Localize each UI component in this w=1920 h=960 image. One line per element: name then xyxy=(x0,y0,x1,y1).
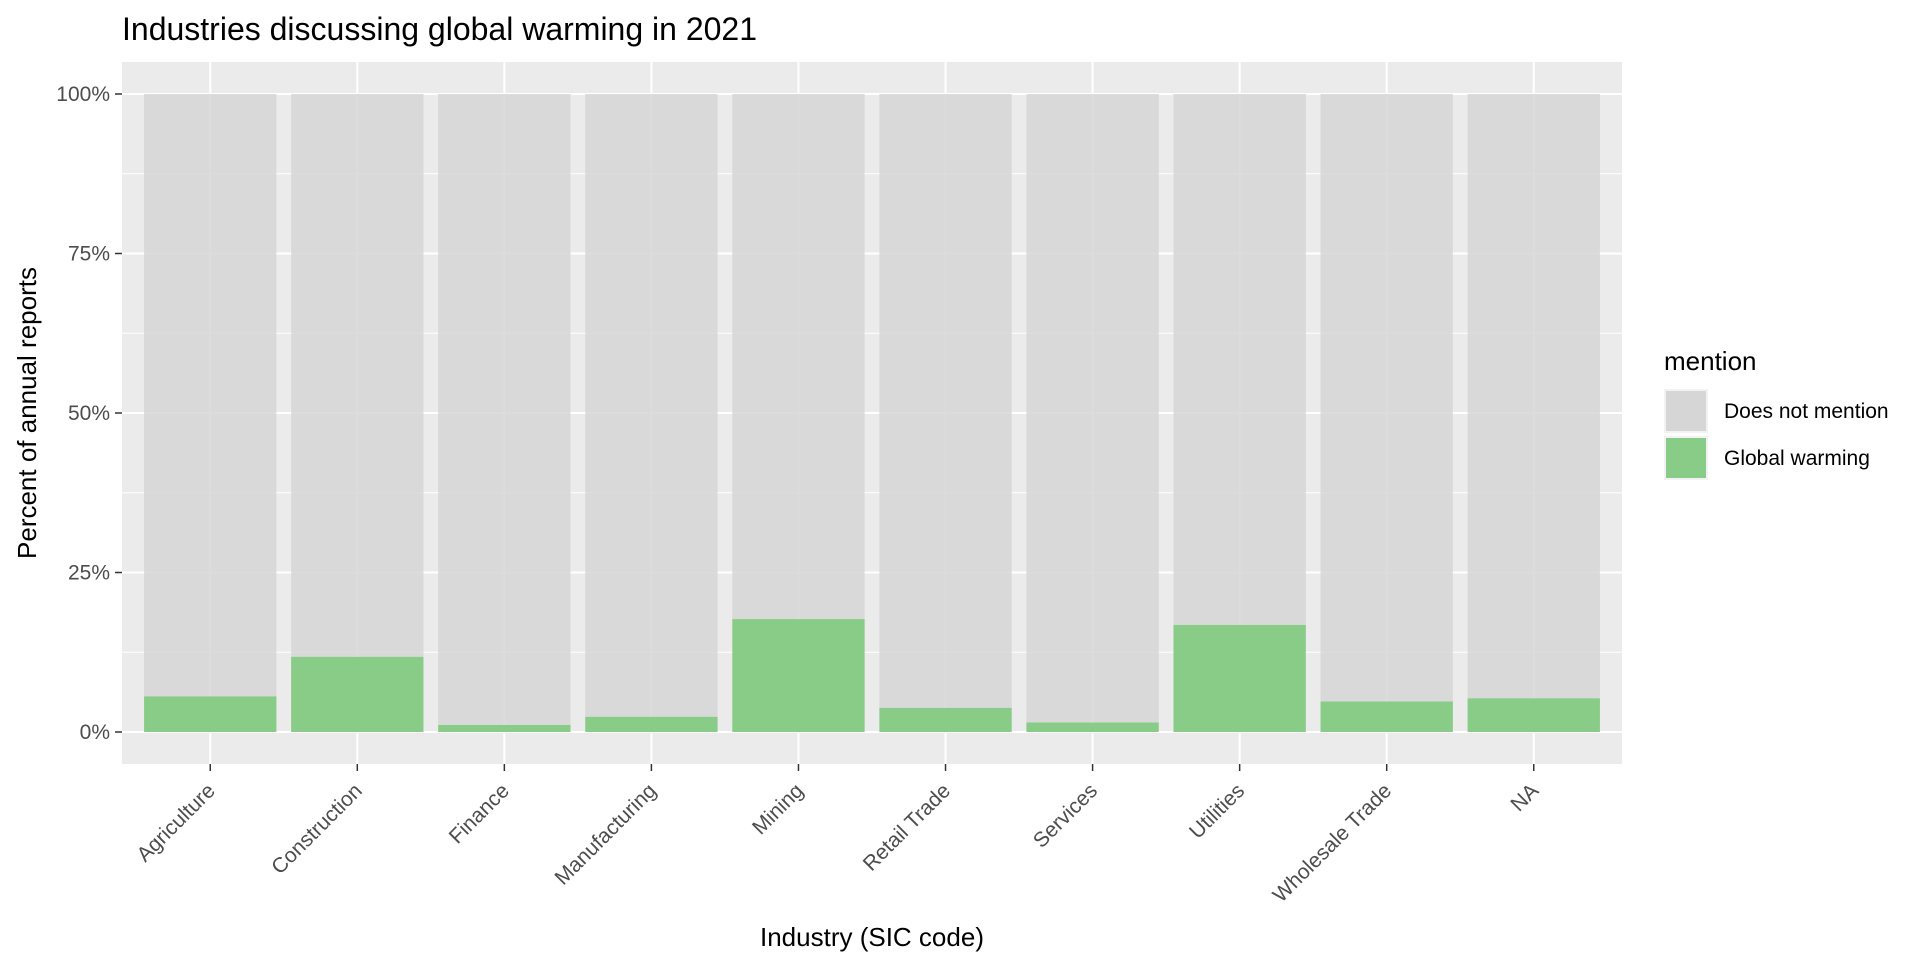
chart-title: Industries discussing global warming in … xyxy=(122,11,757,47)
bar-global-warming xyxy=(585,716,718,732)
bar-does-not-mention xyxy=(1026,94,1159,723)
legend-title: mention xyxy=(1664,346,1757,376)
y-tick-label: 75% xyxy=(68,243,110,266)
x-tick-label: Utilities xyxy=(1185,779,1249,843)
legend-label-global-warming: Global warming xyxy=(1724,447,1870,470)
legend-label-does-not-mention: Does not mention xyxy=(1724,400,1889,423)
x-axis: Agriculture Construction Finance Manufactur… xyxy=(133,764,1543,907)
bar-does-not-mention xyxy=(1467,94,1600,699)
x-tick-label: Wholesale Trade xyxy=(1269,779,1397,907)
x-tick-label: Manufacturing xyxy=(551,779,661,889)
bar-global-warming xyxy=(1026,722,1159,732)
legend-swatch-does-not-mention xyxy=(1666,391,1706,431)
bar-does-not-mention xyxy=(291,94,424,657)
y-tick-label: 100% xyxy=(56,83,110,106)
bar-does-not-mention xyxy=(879,94,1012,708)
bar-global-warming xyxy=(1173,624,1306,732)
bar-does-not-mention xyxy=(732,94,865,620)
bar-does-not-mention xyxy=(1173,94,1306,625)
y-tick-label: 50% xyxy=(68,402,110,425)
y-tick-label: 0% xyxy=(80,721,110,744)
x-axis-title: Industry (SIC code) xyxy=(760,922,984,952)
bar-global-warming xyxy=(879,707,1012,732)
x-tick-label: Construction xyxy=(267,779,367,879)
bar-does-not-mention xyxy=(585,94,718,717)
x-tick-label: Finance xyxy=(445,779,514,848)
y-axis-title: Percent of annual reports xyxy=(12,267,42,559)
bar-global-warming xyxy=(732,619,865,732)
y-tick-label: 25% xyxy=(68,562,110,585)
bar-global-warming xyxy=(438,724,571,732)
bar-global-warming xyxy=(1467,698,1600,732)
x-tick-label: Mining xyxy=(748,779,808,839)
y-axis: 0% 25% 50% 75% 100% xyxy=(56,83,122,744)
x-tick-label: NA xyxy=(1506,779,1543,816)
legend-swatch-global-warming xyxy=(1666,438,1706,478)
x-tick-label: Retail Trade xyxy=(859,779,955,875)
bars xyxy=(144,94,1600,732)
bar-global-warming xyxy=(291,656,424,732)
bar-global-warming xyxy=(1320,701,1453,732)
x-tick-label: Agriculture xyxy=(133,779,220,866)
bar-does-not-mention xyxy=(144,94,277,697)
bar-does-not-mention xyxy=(1320,94,1453,702)
x-tick-label: Services xyxy=(1029,779,1102,852)
legend: mention Does not mention Global warming xyxy=(1664,346,1889,480)
bar-does-not-mention xyxy=(438,94,571,725)
bar-global-warming xyxy=(144,696,277,732)
